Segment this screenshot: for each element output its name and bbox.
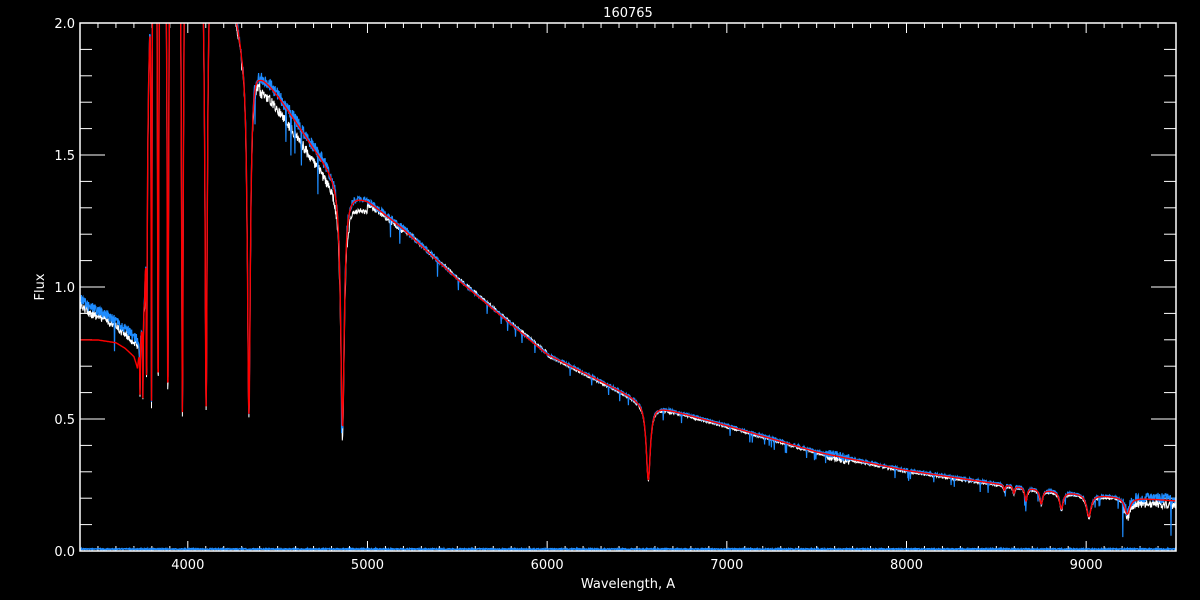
series-error-line: [80, 546, 1176, 551]
series-blue-line: [80, 23, 1176, 538]
plot-frame: [79, 22, 1177, 552]
y-tick-label: 2.0: [54, 17, 75, 32]
y-axis-label: Flux: [33, 273, 48, 300]
series-white-line: [80, 23, 1176, 521]
x-tick-label: 9000: [1070, 558, 1103, 573]
series-group: [80, 23, 1176, 551]
y-tick-label: 1.0: [54, 281, 75, 296]
y-tick-label: 0.5: [54, 413, 75, 428]
series-red-line: [80, 23, 1176, 518]
y-tick-label: 1.5: [54, 149, 75, 164]
x-tick-label: 5000: [351, 558, 384, 573]
x-tick-label: 4000: [171, 558, 204, 573]
axis-ticks: 4000 5000 6000 7000 8000 9000 0.0 0.5 1.0 1.5 2.0: [54, 17, 1177, 573]
x-axis-label: Wavelength, A: [581, 577, 675, 592]
x-tick-label: 8000: [890, 558, 923, 573]
x-tick-label: 7000: [710, 558, 743, 573]
chart-title: 160765: [603, 6, 653, 21]
y-tick-label: 0.0: [54, 545, 75, 560]
x-tick-label: 6000: [531, 558, 564, 573]
